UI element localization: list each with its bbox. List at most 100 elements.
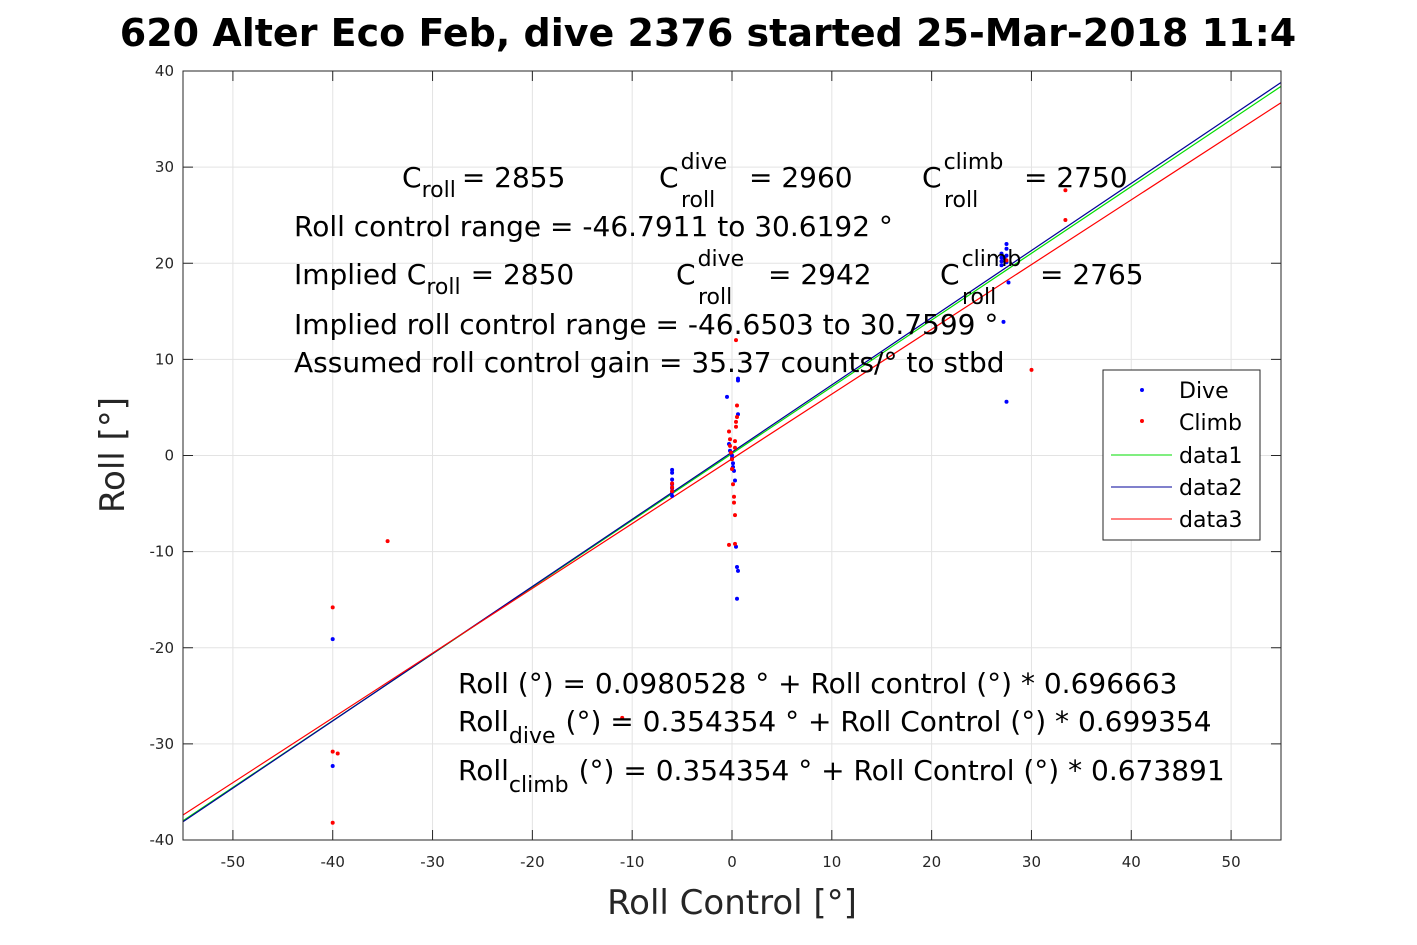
data-point-dive — [670, 470, 675, 475]
data-point-dive — [999, 255, 1004, 260]
data-point-climb — [330, 820, 335, 825]
data-points — [330, 188, 1068, 825]
y-tick-label: -40 — [150, 831, 175, 849]
x-tick-label: 20 — [922, 853, 941, 871]
x-tick-label: 50 — [1222, 853, 1241, 871]
data-point-dive — [731, 461, 735, 466]
data-point-dive — [1004, 399, 1009, 404]
annotation-c-roll-climb-value: = 2750 — [1024, 161, 1128, 194]
data-point-climb — [734, 424, 738, 429]
data-point-climb — [734, 338, 738, 343]
y-tick-label: 30 — [155, 158, 174, 176]
data-point-climb — [733, 541, 737, 546]
data-point-dive — [670, 467, 675, 472]
data-point-climb — [1004, 258, 1009, 263]
x-tick-label: -50 — [221, 853, 246, 871]
y-tick-label: 40 — [155, 62, 174, 80]
data-point-climb — [385, 539, 390, 544]
data-point-dive — [330, 764, 335, 768]
y-tick-label: -20 — [150, 639, 175, 657]
data-point-dive — [735, 565, 739, 569]
data-point-climb — [330, 605, 335, 610]
annotation-implied-range: Implied roll control range = -46.6503 to… — [294, 308, 998, 341]
data-point-climb — [1063, 188, 1068, 193]
data-point-dive — [736, 376, 740, 381]
x-axis-label: Roll Control [°] — [607, 883, 857, 923]
data-point-dive — [725, 394, 729, 399]
data-point-climb — [730, 457, 734, 462]
axis-ticks: -50 -40 -30 -20 -10 0 10 20 30 40 50 -40 -30 -20 -10 0 1… — [150, 62, 1281, 871]
data-point-climb — [728, 437, 732, 442]
data-point-dive — [670, 493, 675, 498]
x-tick-label: -40 — [320, 853, 345, 871]
legend-marker-climb — [1140, 419, 1144, 423]
annotation-implied-c-roll-dive-value: = 2942 — [768, 258, 872, 291]
x-tick-label: 0 — [727, 853, 737, 871]
data-point-climb — [732, 500, 736, 505]
x-tick-label: 40 — [1122, 853, 1141, 871]
legend-label-data1: data1 — [1179, 444, 1243, 469]
y-axis-label: Roll [°] — [93, 397, 133, 513]
data-point-dive — [1004, 246, 1009, 251]
annotation-c-roll: Croll = 2855 — [402, 161, 565, 203]
annotation-implied-c-roll-climb-sub: roll — [962, 285, 996, 310]
data-point-dive — [1004, 242, 1009, 246]
x-tick-label: 10 — [822, 853, 841, 871]
data-point-climb — [670, 485, 675, 490]
data-point-climb — [733, 513, 737, 518]
annotation-implied-c-roll-climb-value: = 2765 — [1040, 258, 1144, 291]
data-point-dive — [1006, 280, 1011, 285]
data-point-climb — [735, 415, 739, 419]
data-point-dive — [736, 568, 740, 573]
y-tick-label: -30 — [150, 735, 175, 753]
data-point-dive — [1001, 319, 1006, 324]
legend-label-dive: Dive — [1179, 379, 1229, 404]
data-point-climb — [731, 482, 735, 487]
chart-title: 620 Alter Eco Feb, dive 2376 started 25-… — [120, 11, 1296, 55]
x-tick-label: -10 — [620, 853, 645, 871]
annotation-c-roll-climb-sub: roll — [944, 188, 978, 213]
data-point-dive — [733, 478, 737, 483]
annotation-c-roll-climb: Cclimb — [922, 150, 1003, 194]
data-point-climb — [728, 443, 732, 448]
data-point-climb — [727, 429, 731, 434]
annotation-fit-dive: Rolldive (°) = 0.354354 ° + Roll Control … — [458, 705, 1212, 749]
data-point-climb — [729, 450, 733, 455]
legend-label-climb: Climb — [1179, 411, 1242, 436]
legend: Dive Climb data1 data2 data3 — [1102, 369, 1261, 541]
data-point-dive — [999, 251, 1004, 256]
data-point-climb — [730, 467, 734, 471]
legend-marker-dive — [1140, 388, 1144, 392]
y-tick-label: 0 — [164, 447, 174, 465]
data-point-climb — [670, 481, 675, 486]
x-tick-label: 30 — [1022, 853, 1041, 871]
data-point-climb — [727, 542, 731, 547]
annotation-c-roll-dive: Cdive — [659, 150, 727, 194]
annotation-c-roll-dive-value: = 2960 — [749, 161, 853, 194]
data-point-dive — [330, 637, 335, 642]
annotation-fit-all: Roll (°) = 0.0980528 ° + Roll control (°… — [458, 667, 1177, 700]
data-point-climb — [734, 419, 738, 424]
annotation-c-roll-dive-sub: roll — [681, 188, 715, 213]
data-point-dive — [1004, 253, 1009, 258]
legend-label-data2: data2 — [1179, 476, 1243, 501]
data-point-dive — [999, 259, 1004, 264]
data-point-climb — [1029, 367, 1034, 372]
data-point-climb — [330, 749, 335, 754]
x-tick-label: -20 — [520, 853, 545, 871]
data-point-climb — [1063, 218, 1068, 222]
annotation-implied-c-roll-dive-sub: roll — [698, 285, 732, 310]
data-point-dive — [735, 596, 739, 601]
data-point-climb — [733, 439, 737, 444]
data-point-dive — [999, 263, 1004, 268]
data-point-dive — [670, 477, 675, 482]
annotation-implied-c-roll: Implied Croll = 2850 — [294, 258, 574, 300]
data-point-climb — [732, 494, 736, 499]
data-point-climb — [335, 751, 340, 756]
y-tick-label: 20 — [155, 254, 174, 272]
x-tick-label: -30 — [420, 853, 445, 871]
annotation-roll-control-range: Roll control range = -46.7911 to 30.6192… — [294, 210, 893, 243]
annotation-gain: Assumed roll control gain = 35.37 counts… — [294, 346, 1005, 379]
annotation-fit-climb: Rollclimb (°) = 0.354354 ° + Roll Control… — [458, 754, 1225, 798]
